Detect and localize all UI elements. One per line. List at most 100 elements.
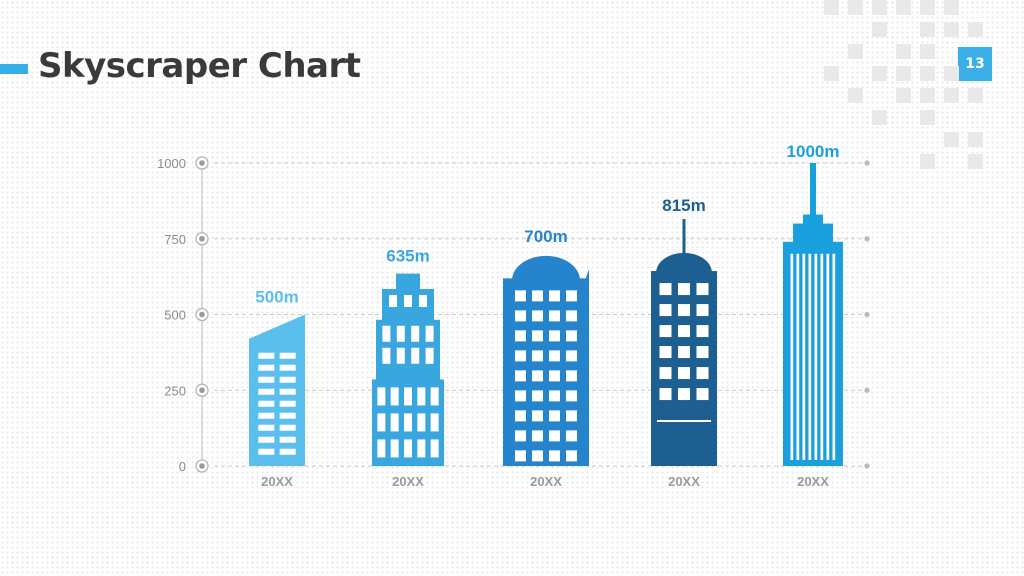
window	[515, 430, 526, 442]
y-tick-dot	[199, 463, 205, 469]
window	[258, 436, 275, 443]
window	[515, 370, 526, 382]
window	[515, 310, 526, 322]
window	[566, 430, 577, 442]
window	[532, 430, 543, 442]
window	[417, 387, 426, 406]
grid-end-dot	[864, 236, 870, 242]
window	[549, 350, 560, 362]
window	[258, 424, 275, 431]
window	[696, 283, 709, 296]
bar-stripe	[796, 253, 800, 460]
bar-building-1	[249, 314, 305, 466]
window	[532, 410, 543, 422]
bar-stripe	[832, 253, 836, 460]
window	[659, 367, 672, 380]
bar	[396, 273, 420, 290]
window	[258, 388, 275, 395]
bar-stripe	[814, 253, 818, 460]
window	[566, 410, 577, 422]
bar	[793, 223, 833, 243]
page-number-badge: 13	[958, 47, 992, 81]
window	[532, 310, 543, 322]
window	[566, 450, 577, 462]
window	[549, 370, 560, 382]
window	[382, 347, 391, 364]
window	[549, 310, 560, 322]
window	[377, 439, 386, 458]
y-tick-label: 500	[164, 308, 186, 323]
bar-building-4	[651, 219, 717, 466]
window	[659, 325, 672, 338]
window	[549, 330, 560, 342]
window	[377, 387, 386, 406]
bar-stripe	[790, 253, 794, 460]
window	[549, 450, 560, 462]
window	[396, 347, 405, 364]
bar-stripe	[802, 253, 806, 460]
window	[258, 400, 275, 407]
y-axis: 0 250 500 750 1000	[157, 156, 209, 474]
window	[279, 448, 296, 455]
window	[390, 413, 399, 432]
page-title: Skyscraper Chart	[38, 46, 361, 86]
bar-stripe	[820, 253, 824, 460]
labels: 500m 20XX 635m 20XX 700m 20XX 815m 20XX 1000m 20X…	[255, 142, 839, 489]
bar-dome	[656, 252, 712, 274]
data-label: 1000m	[787, 142, 840, 161]
window	[279, 400, 296, 407]
x-tick-label: 20XX	[797, 474, 829, 489]
bar-building-2	[372, 273, 444, 466]
window	[417, 439, 426, 458]
window	[279, 364, 296, 371]
window	[678, 304, 690, 317]
window	[419, 294, 427, 307]
y-tick-label: 750	[164, 232, 186, 247]
window	[411, 347, 420, 364]
y-tick-dot	[199, 235, 205, 242]
window	[377, 413, 386, 432]
grid-end-dot	[864, 387, 870, 393]
window	[404, 294, 412, 307]
grid-end-dot	[864, 311, 870, 318]
bar-building-5	[783, 163, 843, 466]
window	[659, 304, 672, 317]
window	[566, 350, 577, 362]
window	[659, 346, 672, 359]
y-tick-label: 1000	[157, 156, 186, 171]
window	[515, 350, 526, 362]
window	[258, 352, 275, 359]
window	[549, 430, 560, 442]
window	[396, 325, 405, 342]
window	[389, 294, 397, 307]
window	[532, 390, 543, 402]
x-tick-label: 20XX	[530, 474, 562, 489]
window	[430, 439, 439, 458]
window	[549, 410, 560, 422]
window	[566, 370, 577, 382]
data-label: 700m	[524, 227, 567, 246]
window	[417, 413, 426, 432]
window	[279, 388, 296, 395]
window	[566, 290, 577, 302]
bar	[585, 269, 589, 281]
window	[425, 347, 434, 364]
data-label: 500m	[255, 288, 298, 307]
window	[515, 410, 526, 422]
window	[678, 388, 690, 401]
window	[515, 450, 526, 462]
bar-dome	[512, 255, 580, 281]
window	[659, 283, 672, 296]
window	[279, 424, 296, 431]
bar-antenna	[682, 219, 686, 260]
grid-end-dot	[864, 463, 870, 469]
x-tick-label: 20XX	[261, 474, 293, 489]
window	[532, 450, 543, 462]
window	[425, 325, 434, 342]
window	[696, 367, 709, 380]
window	[678, 346, 690, 359]
bar-stripe	[657, 420, 711, 422]
bars	[249, 163, 843, 466]
bar-stripe	[826, 253, 830, 460]
window	[549, 290, 560, 302]
